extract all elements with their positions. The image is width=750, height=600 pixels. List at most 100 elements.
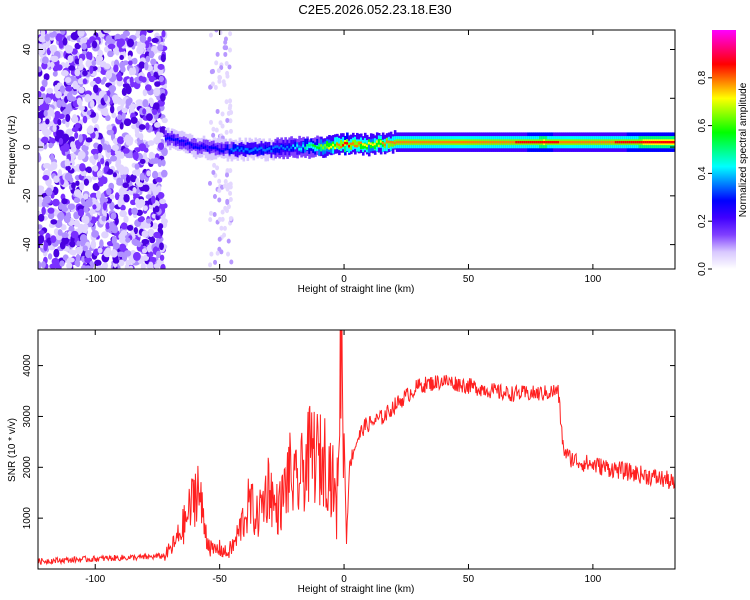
spectrogram-noise-cell bbox=[94, 130, 99, 140]
spectrogram-noise-cell bbox=[127, 55, 132, 61]
spectrogram-noise-cell bbox=[90, 240, 97, 249]
spectrogram-signal-cell bbox=[258, 147, 262, 151]
spectrogram-noise-cell bbox=[128, 265, 134, 269]
spectrogram-noise-cell bbox=[126, 224, 134, 231]
spectrogram-signal-cell bbox=[332, 143, 335, 147]
spectrogram-noise-cell bbox=[68, 136, 75, 143]
spectrogram-signal-cell bbox=[220, 144, 224, 151]
spectrogram-noise-cell bbox=[161, 30, 166, 38]
spectrogram-noise-cell bbox=[102, 76, 107, 83]
spectrogram-noise-cell bbox=[228, 118, 233, 124]
spectrogram-signal-cell bbox=[336, 142, 339, 146]
spectrogram-signal-cell bbox=[626, 140, 630, 144]
spectrogram-noise-cell bbox=[38, 224, 43, 230]
spectrogram-noise-cell bbox=[46, 87, 54, 94]
spectrogram-noise-cell bbox=[120, 204, 126, 211]
spectrogram-signal-cell bbox=[198, 146, 202, 150]
spectrogram-noise-cell bbox=[210, 68, 215, 74]
spectrogram-signal-cell bbox=[166, 133, 170, 139]
spectrogram-noise-cell bbox=[117, 198, 123, 208]
spectrogram-noise-cell bbox=[222, 82, 227, 88]
spectrogram-signal-cell bbox=[672, 140, 675, 144]
spectrogram-noise-cell bbox=[62, 133, 70, 143]
spectrogram-noise-cell bbox=[145, 122, 150, 131]
spectrogram-noise-cell bbox=[122, 82, 130, 89]
spectrogram-signal-cell bbox=[507, 140, 510, 144]
spectrogram-signal-cell bbox=[417, 140, 421, 144]
spectrogram-signal-cell bbox=[598, 140, 602, 144]
spectrogram-noise-cell bbox=[118, 243, 127, 252]
spectrogram-noise-cell bbox=[114, 217, 119, 226]
spectrogram-signal-cell bbox=[561, 140, 564, 144]
spectrogram-noise-cell bbox=[134, 163, 140, 170]
spectrogram-signal-cell bbox=[465, 140, 469, 144]
spectrogram-signal-cell bbox=[318, 143, 321, 150]
spectrogram-noise-cell bbox=[75, 254, 81, 263]
spectrogram-noise-cell bbox=[142, 205, 148, 211]
spectrogram-noise-cell bbox=[61, 198, 68, 205]
spectrogram-signal-cell bbox=[359, 141, 363, 144]
spectrogram-noise-cell bbox=[102, 143, 108, 151]
spectrogram-signal-cell bbox=[563, 140, 566, 144]
spectrogram-noise-cell bbox=[57, 118, 62, 126]
spectrogram-signal-cell bbox=[572, 140, 576, 144]
spectrogram-signal-cell bbox=[509, 140, 512, 144]
spectrogram-signal-cell bbox=[479, 140, 483, 144]
spectrogram-signal-cell bbox=[427, 140, 431, 144]
spectrogram-signal-cell bbox=[513, 140, 516, 144]
spectrogram-noise-cell bbox=[225, 186, 230, 192]
spectrogram-signal-cell bbox=[666, 140, 670, 144]
spectrogram-signal-cell bbox=[190, 143, 194, 147]
spectrogram-signal-cell bbox=[256, 148, 260, 152]
spectrogram-noise-cell bbox=[38, 153, 41, 162]
spectrogram-noise-cell bbox=[147, 36, 152, 43]
spectrogram-noise-cell bbox=[80, 170, 87, 177]
spectrogram-noise-cell bbox=[108, 182, 115, 191]
snr-x-tick-label: -50 bbox=[212, 574, 227, 585]
spectrogram-signal-cell bbox=[441, 140, 445, 144]
spectrogram-signal-cell bbox=[658, 140, 662, 144]
spectrogram-noise-cell bbox=[224, 60, 229, 66]
spectrogram-signal-cell bbox=[264, 145, 268, 152]
spectrogram-signal-cell bbox=[274, 145, 277, 148]
spectrogram-noise-cell bbox=[153, 263, 160, 269]
spectrogram-noise-cell bbox=[228, 216, 233, 222]
colorbar-tick-label: 0.8 bbox=[697, 70, 708, 84]
spectrogram-signal-cell bbox=[250, 149, 254, 152]
spectrogram-noise-cell bbox=[79, 163, 86, 172]
spectrogram-noise-cell bbox=[77, 64, 84, 71]
spectrogram-noise-cell bbox=[111, 235, 117, 245]
spectrogram-noise-cell bbox=[83, 205, 89, 213]
spectrogram-noise-cell bbox=[75, 141, 81, 150]
spectrogram-noise-cell bbox=[95, 55, 104, 62]
spectrogram-signal-cell bbox=[276, 145, 279, 148]
spectrogram-signal-cell bbox=[578, 140, 582, 144]
spectrogram-noise-cell bbox=[65, 85, 73, 92]
spectrogram-noise-cell bbox=[162, 202, 168, 209]
spectrogram-noise-cell bbox=[87, 197, 93, 203]
spectrogram-noise-cell bbox=[38, 35, 47, 43]
spectrogram-noise-cell bbox=[225, 208, 230, 214]
spectrogram-noise-cell bbox=[125, 139, 133, 146]
spectrogram-noise-cell bbox=[225, 117, 230, 123]
spectrogram-signal-cell bbox=[320, 145, 323, 152]
spectrogram-noise-cell bbox=[135, 30, 141, 36]
spectrogram-signal-cell bbox=[324, 144, 327, 151]
spectrogram-signal-cell bbox=[549, 140, 552, 144]
spectrogram-noise-cell bbox=[121, 87, 128, 96]
spectrogram-noise-cell bbox=[149, 153, 157, 159]
spectrogram-noise-cell bbox=[217, 197, 222, 203]
spectrogram-noise-cell bbox=[91, 230, 99, 238]
spectrogram-signal-cell bbox=[320, 144, 323, 147]
spectrogram-noise-cell bbox=[217, 178, 222, 184]
spectrogram-noise-cell bbox=[110, 212, 117, 220]
spectrogram-noise-cell bbox=[139, 158, 146, 164]
spectrogram-signal-cell bbox=[192, 142, 196, 149]
spectrogram-noise-cell bbox=[224, 45, 229, 51]
spectrogram-signal-cell bbox=[264, 149, 268, 152]
spectrogram-noise-cell bbox=[124, 263, 130, 269]
spectrogram-signal-cell bbox=[485, 140, 488, 144]
spectrogram-signal-cell bbox=[652, 140, 656, 144]
spectrogram-noise-cell bbox=[159, 198, 167, 205]
spectrogram-noise-cell bbox=[212, 193, 217, 199]
